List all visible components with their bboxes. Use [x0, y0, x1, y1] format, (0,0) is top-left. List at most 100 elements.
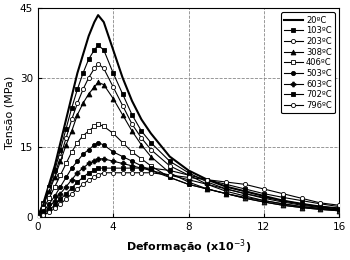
- 503ºC: [262, 199, 266, 202]
- 203ºC: [243, 194, 247, 198]
- 308ºC: [187, 180, 191, 184]
- 20ºC: [187, 169, 191, 172]
- 406ºC: [64, 162, 68, 165]
- 20ºC: [75, 72, 79, 75]
- 796ºC: [41, 213, 46, 217]
- 406ºC: [58, 173, 63, 177]
- 103ºC: [224, 187, 228, 191]
- 796ºC: [168, 173, 172, 177]
- 203ºC: [96, 62, 100, 65]
- 308ºC: [86, 92, 91, 95]
- 603ºC: [337, 207, 341, 210]
- 203ºC: [281, 202, 285, 205]
- 203ºC: [120, 104, 125, 107]
- 603ºC: [130, 164, 134, 167]
- 103ºC: [86, 58, 91, 61]
- 406ºC: [139, 157, 144, 160]
- 103ºC: [337, 208, 341, 211]
- 503ºC: [36, 215, 40, 218]
- 702ºC: [224, 183, 228, 186]
- Line: 702ºC: 702ºC: [36, 166, 341, 219]
- 308ºC: [318, 208, 322, 211]
- 308ºC: [96, 81, 100, 84]
- 103ºC: [300, 204, 304, 207]
- 406ºC: [337, 209, 341, 212]
- 603ºC: [64, 185, 68, 188]
- 796ºC: [47, 211, 51, 214]
- 503ºC: [205, 187, 209, 191]
- 103ºC: [47, 185, 51, 188]
- 406ºC: [75, 141, 79, 144]
- 20ºC: [36, 215, 40, 218]
- 503ºC: [318, 207, 322, 210]
- 103ºC: [281, 200, 285, 204]
- 406ºC: [111, 132, 115, 135]
- 308ºC: [47, 190, 51, 193]
- 796ºC: [36, 215, 40, 218]
- 203ºC: [102, 67, 106, 70]
- 308ºC: [300, 206, 304, 209]
- 203ºC: [92, 67, 97, 70]
- 603ºC: [168, 173, 172, 177]
- Line: 203ºC: 203ºC: [36, 62, 341, 219]
- 308ºC: [53, 176, 57, 179]
- 20ºC: [92, 21, 97, 24]
- 203ºC: [53, 173, 57, 177]
- 796ºC: [120, 171, 125, 174]
- 20ºC: [262, 194, 266, 198]
- 796ºC: [64, 198, 68, 201]
- 503ºC: [187, 183, 191, 186]
- 406ºC: [300, 206, 304, 209]
- 702ºC: [64, 192, 68, 195]
- 603ºC: [47, 206, 51, 209]
- 203ºC: [168, 164, 172, 167]
- 603ºC: [53, 199, 57, 202]
- 308ºC: [281, 204, 285, 207]
- 603ºC: [205, 183, 209, 186]
- 406ºC: [187, 183, 191, 186]
- 702ºC: [149, 167, 153, 170]
- 406ºC: [149, 164, 153, 167]
- 20ºC: [53, 164, 57, 167]
- 503ºC: [139, 164, 144, 167]
- 203ºC: [58, 155, 63, 158]
- 203ºC: [149, 148, 153, 151]
- 406ºC: [205, 187, 209, 191]
- 796ºC: [86, 178, 91, 181]
- 20ºC: [149, 132, 153, 135]
- 503ºC: [168, 176, 172, 179]
- 20ºC: [318, 205, 322, 208]
- 103ºC: [75, 88, 79, 91]
- 702ºC: [86, 171, 91, 174]
- 103ºC: [58, 148, 63, 151]
- 406ºC: [102, 125, 106, 128]
- 702ºC: [205, 178, 209, 181]
- 103ºC: [149, 141, 153, 144]
- 308ºC: [92, 86, 97, 89]
- 702ºC: [120, 167, 125, 170]
- 503ºC: [96, 141, 100, 144]
- Line: 603ºC: 603ºC: [35, 157, 342, 219]
- Line: 308ºC: 308ºC: [35, 80, 342, 219]
- 796ºC: [70, 192, 74, 195]
- 20ºC: [168, 155, 172, 158]
- Line: 20ºC: 20ºC: [38, 15, 339, 217]
- 20ºC: [205, 178, 209, 181]
- 203ºC: [224, 190, 228, 193]
- 406ºC: [120, 141, 125, 144]
- 103ºC: [120, 92, 125, 95]
- 20ºC: [81, 53, 85, 56]
- 406ºC: [281, 204, 285, 207]
- 603ºC: [243, 192, 247, 195]
- 796ºC: [130, 171, 134, 174]
- 503ºC: [120, 155, 125, 158]
- 796ºC: [337, 204, 341, 207]
- 20ºC: [111, 48, 115, 51]
- 603ºC: [300, 202, 304, 205]
- Line: 103ºC: 103ºC: [36, 43, 341, 219]
- 308ºC: [70, 129, 74, 133]
- 308ºC: [149, 155, 153, 158]
- 20ºC: [58, 141, 63, 144]
- 603ºC: [58, 192, 63, 195]
- 103ºC: [205, 180, 209, 184]
